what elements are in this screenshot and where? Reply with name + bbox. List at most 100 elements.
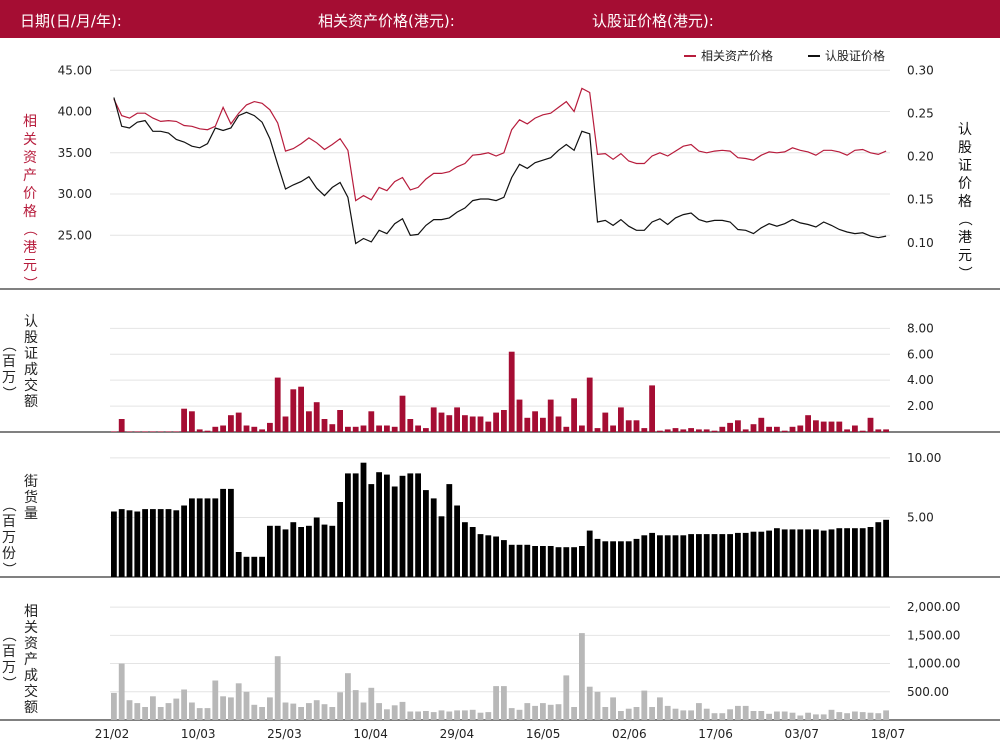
bar-underlying-turnover	[672, 708, 679, 720]
bar-underlying-turnover	[688, 710, 694, 720]
left-axis-unit-warrant-turnover-char: 万	[2, 370, 16, 386]
bar-warrant-turnover	[680, 429, 687, 432]
bar-outstanding-quantity	[126, 510, 133, 577]
left-axis-label-warrant-turnover-char: 成	[24, 362, 38, 378]
bar-underlying-turnover	[352, 690, 359, 720]
x-tick-label: 10/03	[181, 727, 216, 741]
left-axis-unit-underlying-turnover-char: （	[0, 628, 16, 642]
bar-underlying-turnover	[828, 709, 835, 720]
bar-outstanding-quantity	[836, 528, 843, 577]
bar-warrant-turnover	[696, 429, 702, 432]
bar-underlying-turnover	[313, 700, 320, 720]
bar-outstanding-quantity	[688, 534, 694, 577]
bar-underlying-turnover	[189, 702, 195, 720]
bar-warrant-turnover	[306, 411, 312, 432]
right-axis-label-warrant-char: 证	[958, 158, 972, 174]
bar-outstanding-quantity	[820, 530, 827, 577]
bar-underlying-turnover	[282, 702, 289, 720]
bar-outstanding-quantity	[540, 546, 546, 577]
bar-underlying-turnover	[883, 710, 889, 720]
left-axis-label-price-char: 元	[23, 258, 37, 274]
bar-outstanding-quantity	[391, 486, 398, 577]
bar-outstanding-quantity	[438, 516, 445, 577]
bar-warrant-turnover	[228, 415, 234, 432]
bar-outstanding-quantity	[462, 522, 468, 577]
series-line-warrant	[113, 97, 887, 245]
bar-warrant-turnover	[235, 412, 242, 432]
bar-warrant-turnover	[384, 425, 390, 432]
bar-warrant-turnover	[563, 426, 570, 432]
bar-outstanding-quantity	[228, 488, 234, 577]
warrant-price-label: 认股证价格(港元):	[592, 12, 714, 30]
bar-underlying-turnover	[430, 712, 437, 720]
legend: 相关资产价格 认股证价格	[684, 48, 885, 63]
bar-warrant-turnover	[368, 411, 375, 432]
bar-warrant-turnover	[196, 429, 203, 432]
bar-underlying-turnover	[563, 675, 570, 720]
bar-underlying-turnover	[345, 673, 351, 720]
bar-outstanding-quantity	[789, 529, 796, 577]
bar-underlying-turnover	[813, 714, 819, 720]
bar-outstanding-quantity	[813, 529, 819, 577]
bar-underlying-turnover	[423, 711, 429, 720]
bar-underlying-turnover	[641, 690, 648, 720]
y-tick-label-left: 30.00	[58, 187, 92, 201]
bar-outstanding-quantity	[719, 534, 726, 577]
bar-warrant-turnover	[134, 431, 141, 432]
left-axis-label-price-char: 关	[23, 132, 37, 148]
bar-underlying-turnover	[618, 711, 624, 720]
bar-underlying-turnover	[750, 711, 757, 720]
bar-outstanding-quantity	[696, 534, 702, 577]
bar-warrant-turnover	[493, 412, 499, 432]
bar-warrant-turnover	[220, 425, 226, 432]
bar-outstanding-quantity	[415, 473, 421, 577]
bar-outstanding-quantity	[875, 522, 882, 577]
bar-warrant-turnover	[313, 402, 320, 432]
x-tick-label: 10/04	[353, 727, 388, 741]
bar-underlying-turnover	[454, 710, 460, 720]
bar-warrant-turnover	[688, 428, 694, 432]
bar-warrant-turnover	[477, 416, 484, 432]
bar-underlying-turnover	[664, 705, 671, 720]
bar-underlying-turnover	[142, 707, 148, 720]
bar-outstanding-quantity	[306, 525, 312, 577]
right-axis-label-warrant-char: 格	[958, 194, 972, 210]
bar-warrant-turnover	[735, 420, 741, 432]
bar-warrant-turnover	[813, 420, 819, 432]
bar-warrant-turnover	[376, 425, 382, 432]
bar-warrant-turnover	[875, 429, 882, 432]
bar-warrant-turnover	[618, 407, 624, 432]
bar-warrant-turnover	[805, 415, 811, 432]
bar-warrant-turnover	[524, 417, 531, 433]
y-tick-label-left: 40.00	[58, 105, 92, 119]
bar-warrant-turnover	[274, 377, 281, 432]
right-axis-label-warrant: 认股证价格 （ 港元 ）	[956, 122, 972, 280]
left-axis-label-warrant-turnover-char: 额	[24, 394, 38, 410]
bar-outstanding-quantity	[547, 546, 554, 577]
right-axis-label-warrant-char: 港	[958, 230, 972, 246]
bar-outstanding-quantity	[852, 528, 858, 577]
y-tick-label-right: 6.00	[907, 347, 934, 361]
bar-underlying-turnover	[415, 711, 421, 720]
bar-warrant-turnover	[345, 426, 351, 432]
bar-underlying-turnover	[446, 711, 453, 720]
bar-warrant-turnover	[251, 426, 258, 432]
bar-underlying-turnover	[742, 705, 749, 720]
bar-underlying-turnover	[797, 715, 804, 720]
left-axis-label-warrant-turnover-char: 证	[24, 346, 38, 362]
bar-warrant-turnover	[259, 429, 265, 432]
bar-warrant-turnover	[508, 351, 515, 432]
bar-warrant-turnover	[111, 431, 117, 432]
bar-warrant-turnover	[859, 430, 866, 432]
bar-outstanding-quantity	[477, 534, 484, 577]
y-tick-label-right: 8.00	[907, 321, 934, 335]
bar-underlying-turnover	[259, 707, 265, 720]
left-axis-unit-outstanding-quantity-char: 万	[2, 530, 16, 546]
chart-area: 45.00 40.00 35.00 30.00 25.00 0.30 0.25 0.20 0.1…	[0, 48, 1000, 741]
bar-outstanding-quantity	[859, 528, 866, 577]
bar-underlying-turnover	[532, 705, 538, 720]
bar-underlying-turnover	[407, 711, 414, 720]
bar-warrant-turnover	[711, 430, 718, 432]
bar-underlying-turnover	[711, 713, 718, 720]
bar-underlying-turnover	[719, 713, 726, 720]
